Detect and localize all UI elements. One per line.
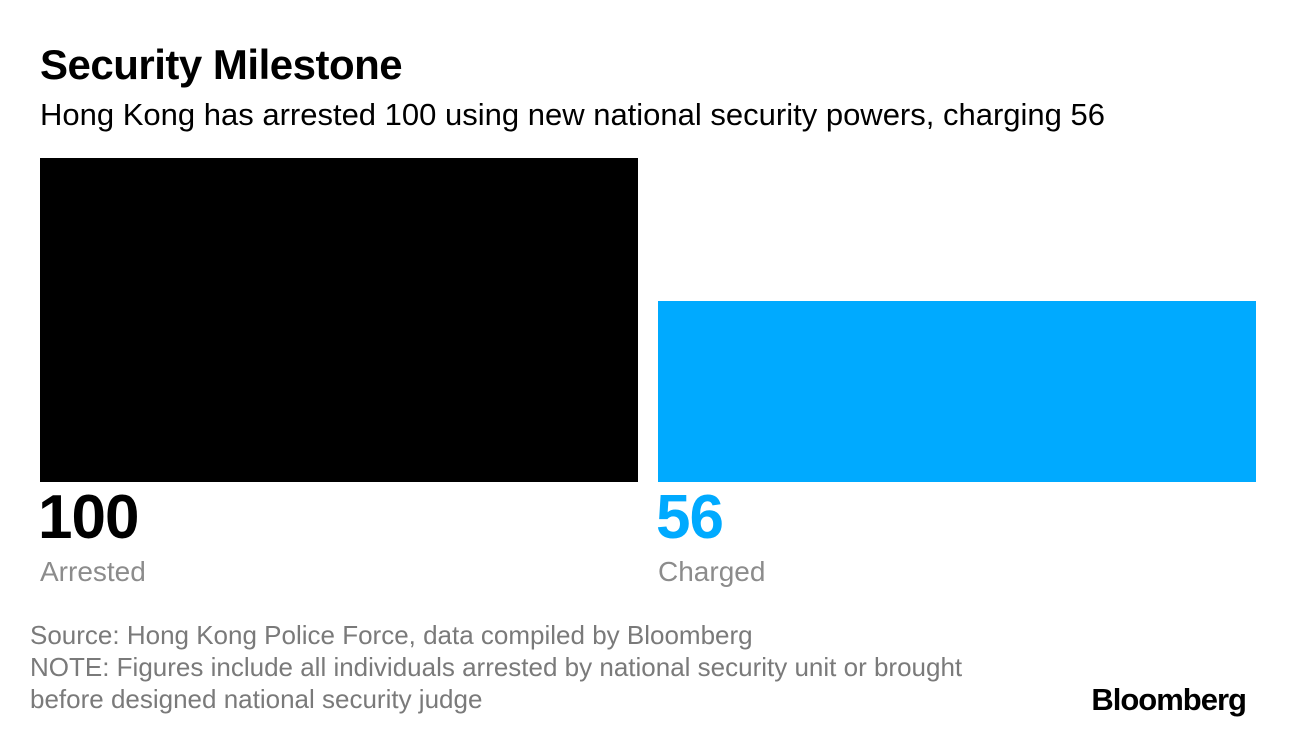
bloomberg-logo: Bloomberg: [1091, 682, 1247, 717]
value-label-arrested: 100: [38, 483, 139, 552]
bar-chart: 100 Arrested 56 Charged: [38, 158, 1256, 587]
source-note: Source: Hong Kong Police Force, data com…: [30, 620, 753, 650]
category-label-arrested: Arrested: [40, 556, 146, 587]
chart-title: Security Milestone: [40, 41, 403, 88]
note-line-2: before designed national security judge: [30, 684, 483, 714]
bar-arrested: [40, 158, 638, 482]
footer: Source: Hong Kong Police Force, data com…: [30, 619, 962, 715]
bar-charged: [658, 300, 1256, 482]
note-line-1: NOTE: Figures include all individuals ar…: [30, 652, 963, 682]
category-label-charged: Charged: [658, 556, 766, 587]
value-label-charged: 56: [656, 483, 724, 552]
chart-subtitle: Hong Kong has arrested 100 using new nat…: [40, 97, 1105, 132]
